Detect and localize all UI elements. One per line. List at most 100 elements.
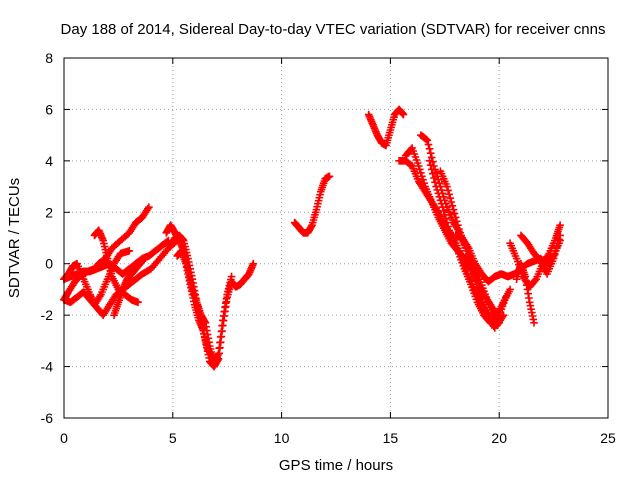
x-tick-label: 25: [600, 430, 616, 446]
x-tick-label: 10: [274, 430, 290, 446]
data-point: [461, 263, 470, 272]
data-point: [419, 175, 427, 184]
data-point: [554, 239, 562, 247]
data-point: [551, 247, 560, 255]
data-point: [426, 161, 435, 169]
series-trace-i: [173, 247, 216, 361]
y-tick-label: 6: [45, 101, 53, 117]
data-point: [477, 281, 486, 289]
data-point: [443, 218, 451, 227]
data-point: [444, 222, 452, 231]
data-point: [437, 199, 446, 208]
data-point: [491, 324, 499, 332]
data-point: [496, 308, 505, 316]
data-point: [432, 182, 440, 191]
series-trace-f: [110, 257, 147, 319]
data-point: [415, 165, 424, 174]
data-point: [208, 352, 216, 361]
data-point: [444, 186, 452, 195]
data-point: [450, 209, 459, 218]
chart-title: Day 188 of 2014, Sidereal Day-to-day VTE…: [61, 21, 606, 38]
data-point: [449, 205, 458, 214]
data-point: [451, 213, 460, 222]
data-point: [463, 269, 472, 278]
data-point: [556, 231, 564, 240]
data-point: [441, 211, 449, 219]
x-axis-label: GPS time / hours: [279, 457, 393, 474]
data-point: [445, 190, 453, 199]
data-point: [500, 296, 509, 304]
data-point: [420, 179, 428, 187]
data-point: [138, 257, 147, 265]
data-point: [434, 189, 443, 198]
data-point: [480, 287, 488, 295]
series-trace-t: [517, 231, 564, 278]
data-point: [430, 174, 438, 182]
data-point: [530, 319, 538, 327]
data-point: [325, 172, 334, 181]
y-tick-label: 8: [45, 50, 53, 66]
series-trace-s: [512, 259, 538, 327]
data-point: [454, 221, 462, 229]
data-point: [495, 319, 503, 327]
data-point: [550, 250, 559, 259]
data-point: [448, 202, 457, 210]
data-point: [501, 293, 510, 301]
y-axis-label: SDTVAR / TECUs: [6, 178, 23, 298]
data-point: [413, 159, 422, 167]
data-point: [452, 217, 461, 226]
y-tick-label: -2: [41, 307, 54, 323]
data-point: [411, 153, 420, 161]
data-points-layer: [60, 105, 564, 371]
data-point: [439, 207, 448, 215]
data-point: [414, 162, 423, 170]
data-point: [433, 186, 441, 194]
x-tick-label: 5: [169, 430, 177, 446]
data-point: [462, 266, 471, 275]
plot-frame: [63, 57, 609, 419]
data-point: [409, 147, 418, 155]
x-tick-label: 0: [60, 430, 68, 446]
data-point: [446, 194, 455, 202]
data-point: [125, 247, 134, 255]
data-point: [555, 235, 563, 244]
x-tick-label: 15: [383, 430, 399, 446]
data-point: [399, 110, 408, 119]
data-point: [436, 196, 445, 205]
data-point: [459, 257, 468, 266]
data-point: [443, 182, 451, 191]
data-point: [499, 299, 508, 307]
data-point: [455, 225, 463, 233]
data-point: [418, 172, 426, 181]
data-point: [424, 140, 433, 149]
data-point: [458, 254, 467, 263]
data-point: [498, 302, 507, 310]
data-point: [553, 243, 561, 251]
y-tick-label: 4: [45, 153, 53, 169]
data-point: [410, 150, 419, 158]
series-trace-o: [425, 157, 499, 332]
data-point: [425, 157, 434, 165]
data-point: [506, 285, 514, 294]
data-point: [476, 278, 485, 286]
data-point: [422, 135, 431, 144]
data-point: [426, 149, 435, 157]
data-point: [408, 144, 416, 152]
series-trace-k: [364, 105, 408, 150]
series-trace-j: [290, 172, 334, 237]
grid-layer: [64, 58, 608, 418]
data-point: [425, 145, 434, 153]
y-tick-label: 2: [45, 204, 53, 220]
data-point: [460, 260, 469, 269]
data-point: [481, 290, 489, 298]
data-point: [470, 273, 478, 282]
y-tick-label: -6: [41, 410, 54, 426]
y-tick-label: 0: [45, 256, 53, 272]
data-point: [479, 284, 487, 292]
data-point: [412, 156, 421, 164]
data-point: [497, 305, 506, 313]
data-point: [435, 193, 444, 201]
data-point: [423, 136, 432, 145]
data-point: [549, 254, 558, 263]
